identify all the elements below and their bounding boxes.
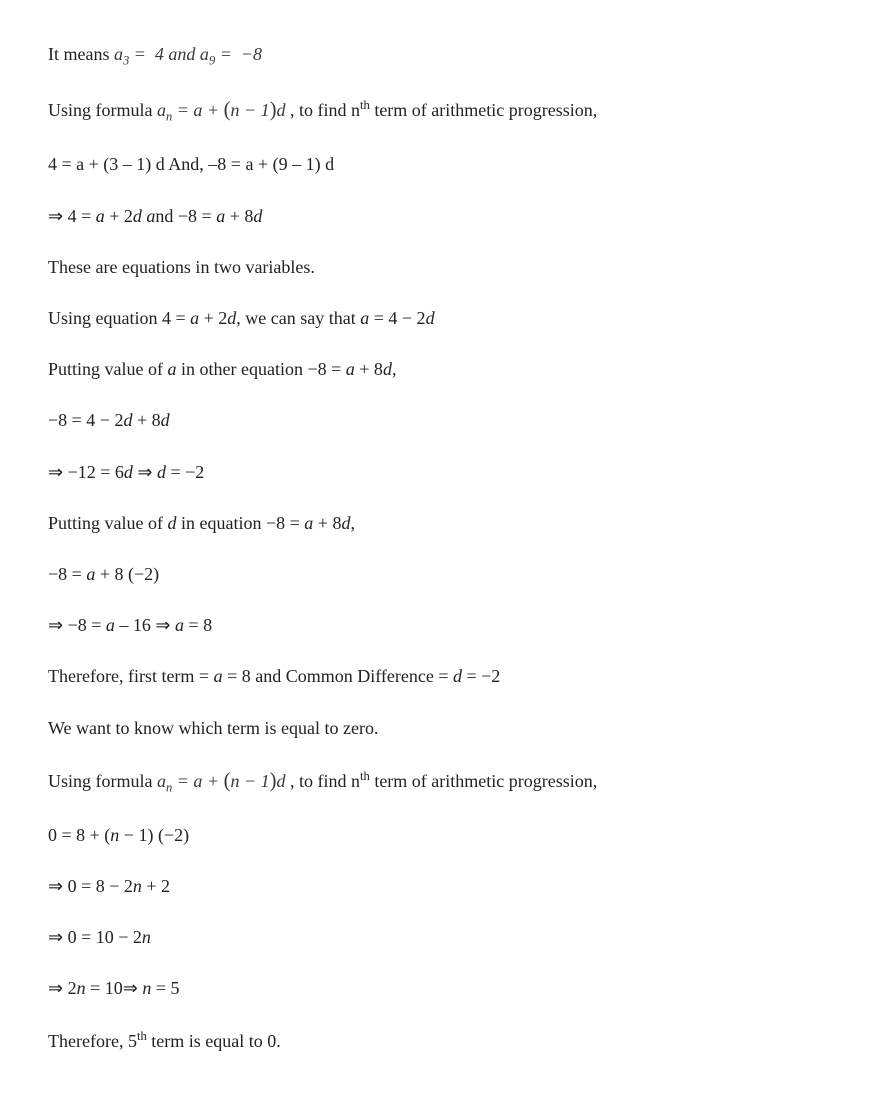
text-line: These are equations in two variables. [48,255,830,280]
text-line: −8 = 4 − 2d + 8d [48,408,830,433]
text-line: ⇒ −12 = 6d ⇒ d = −2 [48,460,830,485]
text-line: Therefore, first term = a = 8 and Common… [48,664,830,689]
text-line: ⇒ 0 = 10 − 2n [48,925,830,950]
text-line: Putting value of d in equation −8 = a + … [48,511,830,536]
text-line: 0 = 8 + (n − 1) (−2) [48,823,830,848]
text-line: ⇒ 2n = 10⇒ n = 5 [48,976,830,1001]
text-line: We want to know which term is equal to z… [48,716,830,741]
text-line: ⇒ 0 = 8 − 2n + 2 [48,874,830,899]
text-line: ⇒ −8 = a – 16 ⇒ a = 8 [48,613,830,638]
text-line: −8 = a + 8 (−2) [48,562,830,587]
text-line: 4 = a + (3 – 1) d And, –8 = a + (9 – 1) … [48,152,830,177]
text-line: ⇒ 4 = a + 2d and −8 = a + 8d [48,204,830,229]
text-line: Therefore, 5th term is equal to 0. [48,1028,830,1054]
text-line: Using equation 4 = a + 2d, we can say th… [48,306,830,331]
solution-body: It means a3 = 4 and a9 = −8 Using formula… [48,42,830,1054]
text-line: It means a3 = 4 and a9 = −8 [48,42,830,70]
text-line: Putting value of a in other equation −8 … [48,357,830,382]
text-line: Using formula an = a + (n − 1)d , to fin… [48,767,830,797]
text-line: Using formula an = a + (n − 1)d , to fin… [48,96,830,126]
